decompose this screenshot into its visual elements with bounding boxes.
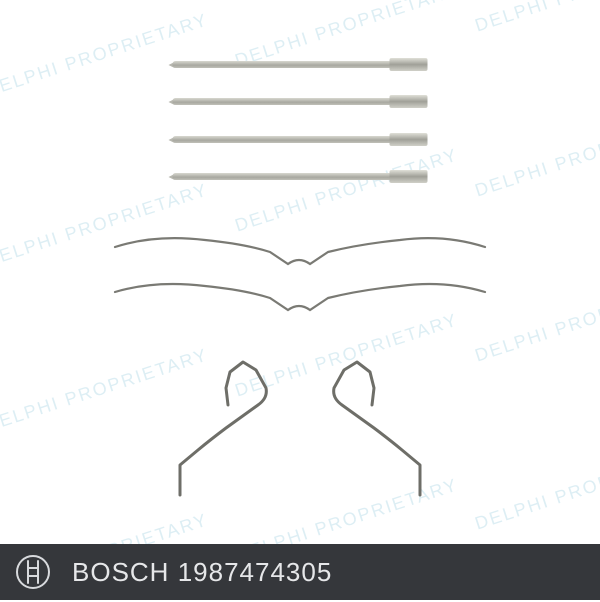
guide-pin-1 [173, 58, 428, 71]
anti-rattle-spring-2 [110, 278, 490, 314]
product-image-area: DELPHI PROPRIETARYDELPHI PROPRIETARYDELP… [0, 0, 600, 540]
retaining-clip-left [168, 350, 288, 500]
watermark-text: DELPHI PROPRIETARY [472, 274, 600, 366]
guide-pin-2 [173, 95, 428, 108]
part-number: 1987474305 [178, 557, 333, 587]
guide-pin-3 [173, 133, 428, 146]
guide-pin-4 [173, 170, 428, 183]
brand-name: BOSCH 1987474305 [72, 557, 332, 588]
bosch-armature-icon [16, 555, 50, 589]
brand-label: BOSCH [72, 557, 169, 587]
watermark-text: DELPHI PROPRIETARY [472, 442, 600, 534]
watermark-text: DELPHI PROPRIETARY [232, 144, 460, 236]
retaining-clip-right [312, 350, 432, 500]
anti-rattle-spring-1 [110, 232, 490, 268]
footer-bar: BOSCH 1987474305 [0, 544, 600, 600]
watermark-text: DELPHI PROPRIETARY [0, 9, 211, 101]
bosch-logo [16, 555, 50, 589]
watermark-text: DELPHI PROPRIETARY [472, 109, 600, 201]
watermark-text: DELPHI PROPRIETARY [472, 0, 600, 37]
